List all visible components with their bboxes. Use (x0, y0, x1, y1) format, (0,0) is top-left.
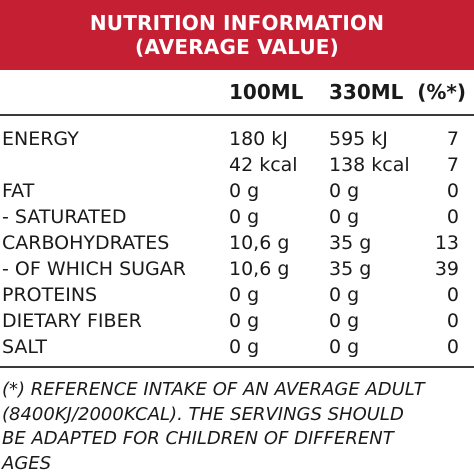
value-100ml: 0 g (229, 308, 259, 334)
table-row-energy-kcal: 42 kcal 138 kcal 7 (0, 152, 474, 178)
value-percent: 0 (447, 308, 459, 334)
table-bottom-divider (0, 366, 474, 368)
row-label: - SATURATED (2, 204, 127, 230)
table-row-sugar: - OF WHICH SUGAR 10,6 g 35 g 39 (0, 256, 474, 282)
row-label: CARBOHYDRATES (2, 230, 169, 256)
header-title: NUTRITION INFORMATION (0, 0, 474, 35)
value-100ml: 42 kcal (229, 152, 298, 178)
column-header-percent: (%*) (417, 80, 466, 104)
value-percent: 0 (447, 282, 459, 308)
value-100ml: 10,6 g (229, 230, 289, 256)
value-100ml: 180 kJ (229, 126, 288, 152)
value-330ml: 35 g (329, 230, 371, 256)
table-row-proteins: PROTEINS 0 g 0 g 0 (0, 282, 474, 308)
column-header-330ml: 330ML (329, 80, 403, 104)
column-header-100ml: 100ML (229, 80, 303, 104)
value-percent: 0 (447, 178, 459, 204)
value-100ml: 0 g (229, 178, 259, 204)
value-330ml: 0 g (329, 204, 359, 230)
footnote-line: AGES (2, 452, 472, 476)
table-row-saturated: - SATURATED 0 g 0 g 0 (0, 204, 474, 230)
row-label: - OF WHICH SUGAR (2, 256, 186, 282)
value-100ml: 10,6 g (229, 256, 289, 282)
nutrition-header: NUTRITION INFORMATION (AVERAGE VALUE) (0, 0, 474, 70)
value-percent: 0 (447, 204, 459, 230)
value-percent: 7 (447, 152, 459, 178)
footnote-line: (8400KJ/2000KCAL). THE SERVINGS SHOULD (2, 403, 472, 428)
value-330ml: 138 kcal (329, 152, 410, 178)
value-100ml: 0 g (229, 334, 259, 360)
table-row-energy-kj: ENERGY 180 kJ 595 kJ 7 (0, 126, 474, 152)
row-label: SALT (2, 334, 47, 360)
value-330ml: 0 g (329, 178, 359, 204)
value-330ml: 595 kJ (329, 126, 388, 152)
row-label: ENERGY (2, 126, 79, 152)
reference-intake-footnote: (*) REFERENCE INTAKE OF AN AVERAGE ADULT… (2, 378, 472, 476)
value-percent: 0 (447, 334, 459, 360)
table-row-salt: SALT 0 g 0 g 0 (0, 334, 474, 360)
value-100ml: 0 g (229, 282, 259, 308)
footnote-line: BE ADAPTED FOR CHILDREN OF DIFFERENT (2, 427, 472, 452)
row-label: FAT (2, 178, 34, 204)
row-label: PROTEINS (2, 282, 97, 308)
value-percent: 7 (447, 126, 459, 152)
header-subtitle: (AVERAGE VALUE) (0, 35, 474, 59)
value-percent: 13 (435, 230, 459, 256)
value-100ml: 0 g (229, 204, 259, 230)
table-row-carbohydrates: CARBOHYDRATES 10,6 g 35 g 13 (0, 230, 474, 256)
value-330ml: 0 g (329, 334, 359, 360)
footnote-line: (*) REFERENCE INTAKE OF AN AVERAGE ADULT (2, 378, 472, 403)
row-label: DIETARY FIBER (2, 308, 142, 334)
table-row-fat: FAT 0 g 0 g 0 (0, 178, 474, 204)
value-330ml: 0 g (329, 282, 359, 308)
value-330ml: 0 g (329, 308, 359, 334)
table-top-divider (0, 114, 474, 116)
nutrition-table: ENERGY 180 kJ 595 kJ 7 42 kcal 138 kcal … (0, 126, 474, 360)
table-row-dietary-fiber: DIETARY FIBER 0 g 0 g 0 (0, 308, 474, 334)
value-330ml: 35 g (329, 256, 371, 282)
value-percent: 39 (435, 256, 459, 282)
